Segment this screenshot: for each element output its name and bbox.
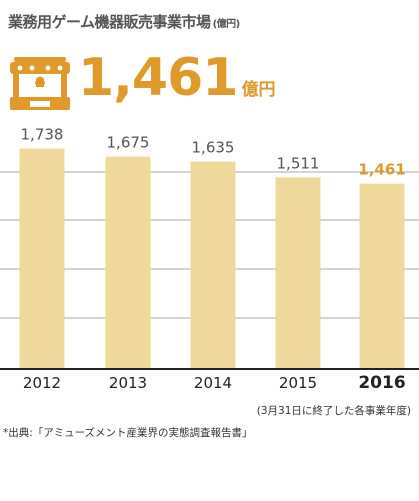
headline-unit: 億円 [241, 80, 276, 100]
bar-chart: 1,738 1,675 1,635 1,511 1,461 [0, 128, 419, 370]
value-label-2012: 1,738 [21, 128, 64, 144]
x-tick-label-2014: 2014 [193, 374, 233, 392]
x-tick-label-2015: 2015 [278, 374, 318, 392]
bar-2013 [105, 156, 151, 369]
value-label-2014: 1,635 [192, 139, 235, 157]
bar-2012 [19, 148, 65, 369]
x-tick-label-2012: 2012 [22, 374, 62, 392]
chart-title: 業務用ゲーム機器販売事業市場 (億円) [8, 11, 240, 32]
bar-2014 [190, 161, 236, 369]
x-tick-label-2013: 2013 [108, 374, 148, 392]
x-tick-label-2016: 2016 [358, 373, 406, 393]
fiscal-year-note: (3月31日に終了した各事業年度) [256, 405, 411, 417]
value-label-2013: 1,675 [107, 134, 150, 152]
headline-value: 1,461 [78, 48, 238, 108]
bar-2016 [359, 183, 405, 369]
title-unit: (億円) [212, 19, 241, 30]
x-axis-labels: 2012 2013 2014 2015 2016 [0, 373, 419, 396]
bar-2015 [275, 177, 321, 369]
kiosk-stall-icon [10, 57, 70, 110]
value-label-2015: 1,511 [277, 154, 320, 172]
source-note: *出典:「アミューズメント産業界の実態調査報告書」 [3, 427, 253, 439]
value-label-2016: 1,461 [358, 161, 405, 179]
title-text: 業務用ゲーム機器販売事業市場 [8, 13, 211, 31]
headline-figure: 1,461 億円 [78, 48, 275, 108]
